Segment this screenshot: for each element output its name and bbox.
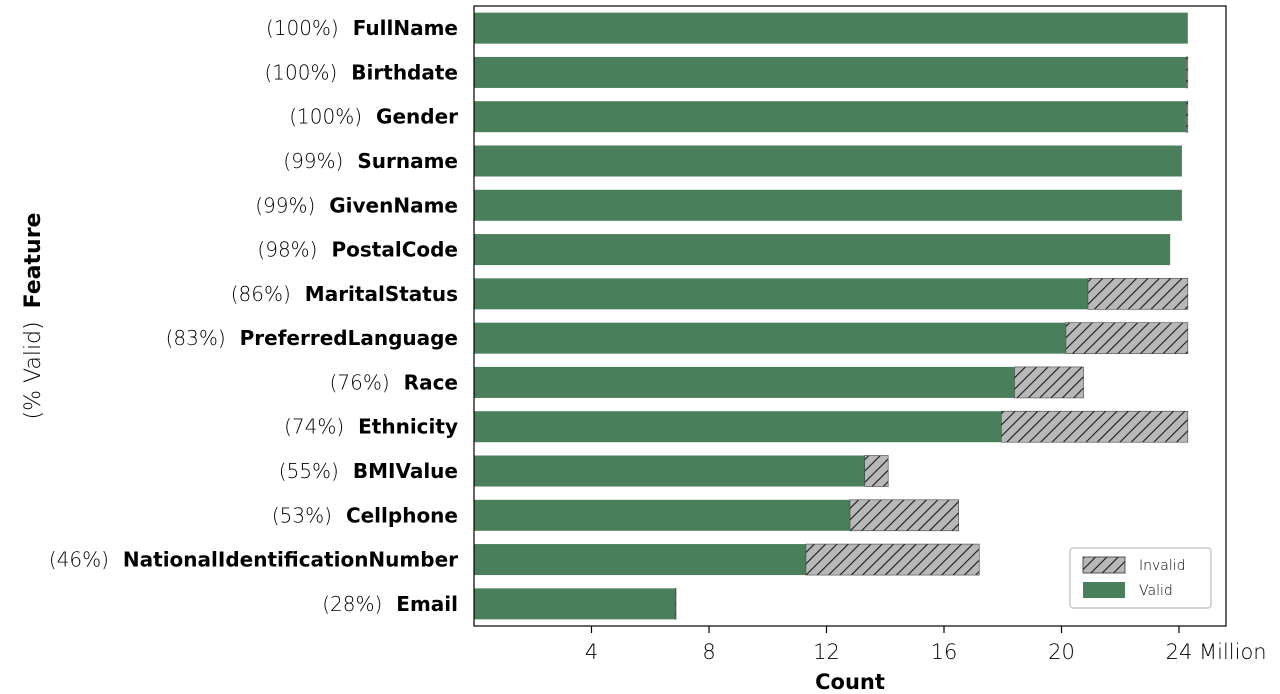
x-tick-label: 20 [1048,640,1075,664]
y-axis-title-main: Feature [21,213,46,309]
category-label: (28%) Email [322,592,458,616]
category-label: (99%) Surname [283,149,458,173]
legend-label-valid: Valid [1139,583,1173,599]
feature-name-label: Birthdate [351,60,458,84]
bar-valid [474,56,1187,88]
bars-layer [474,12,1189,620]
bar-invalid [805,543,980,576]
category-label: (55%) BMIValue [279,459,458,483]
bar-valid [474,145,1182,177]
bar-invalid [1065,322,1189,354]
bar-invalid [674,588,677,620]
category-label: (99%) GivenName [255,193,458,217]
bar-valid [474,322,1066,354]
percent-valid-label: (28%) [322,592,382,616]
bar-valid [474,366,1015,398]
category-label: (100%) FullName [266,16,458,40]
percent-valid-label: (55%) [279,459,339,483]
feature-name-label: Cellphone [346,503,458,527]
x-axis-title: Count [815,670,885,694]
x-axis: 4 8 12 16 20 24 Million [585,626,1267,664]
feature-name-label: NationalIdentificationNumber [123,548,458,572]
category-label: (76%) Race [330,370,458,394]
x-tick-label: 16 [931,640,958,664]
category-label: (86%) MaritalStatus [231,282,458,306]
feature-name-label: Ethnicity [358,415,458,439]
y-axis-title-prefix: (% Valid) [21,321,46,419]
legend-swatch-valid [1083,582,1125,598]
percent-valid-label: (76%) [330,370,390,394]
legend: Invalid Valid [1069,547,1212,609]
bar-invalid [1014,366,1084,399]
x-tick-label: 12 [813,640,840,664]
feature-name-label: Surname [357,149,458,173]
bar-valid [474,189,1182,221]
x-tick-label: 8 [702,640,715,664]
percent-valid-label: (46%) [49,548,109,572]
feature-name-label: FullName [353,16,458,40]
x-axis-unit: Million [1199,640,1267,664]
legend-swatch-invalid [1082,556,1126,574]
x-tick-label: 24 [1166,640,1193,664]
percent-valid-label: (53%) [272,503,332,527]
category-label: (100%) Gender [289,105,458,129]
feature-name-label: MaritalStatus [305,282,458,306]
bar-valid [474,12,1188,44]
percent-valid-label: (100%) [265,60,338,84]
bar-invalid [1000,410,1189,443]
category-label: (53%) Cellphone [272,503,458,527]
category-label: (46%) NationalIdentificationNumber [49,548,458,572]
feature-name-label: BMIValue [353,459,458,483]
percent-valid-label: (83%) [166,326,226,350]
feature-name-label: PostalCode [331,238,458,262]
bar-invalid [1186,56,1189,89]
bar-valid [474,278,1088,310]
bar-valid [474,411,1002,443]
bar-valid [474,455,865,487]
x-tick-label: 4 [585,640,598,664]
bar-invalid [1186,100,1189,133]
percent-valid-label: (100%) [266,16,339,40]
category-label: (100%) Birthdate [265,60,459,84]
bar-invalid [1087,278,1189,310]
y-axis-title: (% Valid) Feature [21,213,46,420]
bar-valid [474,544,806,576]
legend-label-invalid: Invalid [1139,558,1186,574]
percent-valid-label: (99%) [283,149,343,173]
feature-name-label: Gender [376,105,458,129]
bar-invalid [864,455,889,487]
bar-valid [474,499,850,531]
category-labels: (100%) FullName (100%) Birthdate (100%) Gende… [49,16,458,616]
percent-valid-label: (100%) [289,105,362,129]
category-label: (83%) PreferredLanguage [166,326,458,350]
bar-invalid [849,499,959,532]
bar-valid [474,234,1171,266]
percent-valid-label: (99%) [255,193,315,217]
category-label: (98%) PostalCode [257,238,458,262]
feature-name-label: PreferredLanguage [240,326,458,350]
plot-frame [473,5,1227,627]
bar-valid [474,101,1187,133]
feature-name-label: Email [396,592,458,616]
feature-name-label: Race [404,370,458,394]
percent-valid-label: (86%) [231,282,291,306]
percent-valid-label: (74%) [284,415,344,439]
bar-valid [474,588,676,620]
feature-name-label: GivenName [329,193,458,217]
percent-valid-label: (98%) [257,238,317,262]
category-label: (74%) Ethnicity [284,415,458,439]
